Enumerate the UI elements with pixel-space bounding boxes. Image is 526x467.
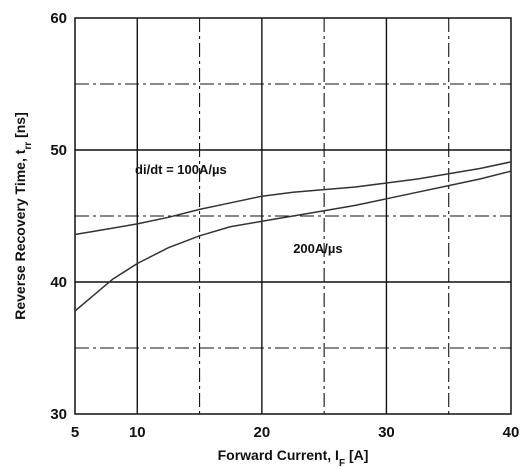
annotations: di/dt = 100A/µs 200A/µs [135,162,343,256]
x-axis-title-unit: [A] [345,447,368,463]
y-axis-title-subscript: rr [23,142,34,150]
y-tick-label: 30 [50,406,67,423]
series-group [74,161,512,312]
y-axis-title: Reverse Recovery Time, trr [ns] [12,112,34,320]
series-line-2 [74,170,512,312]
series-annotation: di/dt = 100A/µs [135,162,227,177]
y-tick-label: 60 [50,10,67,27]
y-tick-label: 50 [50,142,67,159]
series-annotation: 200A/µs [293,241,342,256]
y-tick-label: 40 [50,274,67,291]
plot-frame [74,17,512,415]
x-axis-title-subscript: F [339,458,345,467]
x-tick-label: 40 [503,424,520,441]
x-tick-label: 30 [378,424,395,441]
series-line-1 [74,161,512,236]
x-axis-title: Forward Current, IF [A] [218,447,369,467]
grid [75,18,511,414]
x-tick-label: 20 [254,424,271,441]
x-tick-label: 10 [129,424,146,441]
y-axis-title-unit: [ns] [12,112,28,142]
x-tick-label: 5 [71,424,79,441]
tick-labels: 5 10 20 30 40 30 40 50 60 [50,10,519,441]
